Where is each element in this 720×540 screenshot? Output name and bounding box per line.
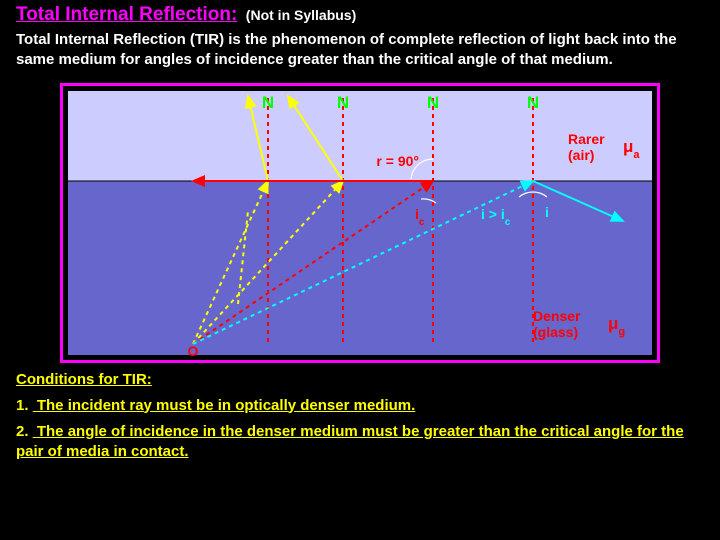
description-text: Total Internal Reflection (TIR) is the p… (0, 26, 720, 79)
svg-text:r = 90°: r = 90° (376, 153, 419, 169)
conditions-title: Conditions for TIR: (0, 363, 720, 392)
main-title: Total Internal Reflection: (16, 4, 237, 25)
diagram-svg: NNNNOr = 90°ici > iciRarer(air)μaDenser(… (63, 86, 657, 360)
svg-text:Rarer: Rarer (568, 131, 605, 147)
svg-text:Denser: Denser (533, 308, 581, 324)
cond1-num: 1. (16, 397, 29, 414)
cond2-num: 2. (16, 423, 29, 440)
svg-text:N: N (262, 93, 274, 112)
condition-1: 1. The incident ray must be in optically… (0, 392, 720, 418)
svg-text:N: N (427, 93, 439, 112)
tir-diagram: NNNNOr = 90°ici > iciRarer(air)μaDenser(… (60, 83, 660, 363)
svg-text:N: N (337, 93, 349, 112)
svg-text:(glass): (glass) (533, 324, 578, 340)
condition-2: 2. The angle of incidence in the denser … (0, 418, 720, 465)
svg-text:(air): (air) (568, 147, 594, 163)
svg-text:i: i (545, 204, 549, 220)
svg-text:O: O (188, 343, 199, 359)
svg-text:N: N (527, 93, 539, 112)
subtitle: (Not in Syllabus) (246, 7, 356, 23)
title-line: Total Internal Reflection: (Not in Sylla… (0, 0, 720, 26)
